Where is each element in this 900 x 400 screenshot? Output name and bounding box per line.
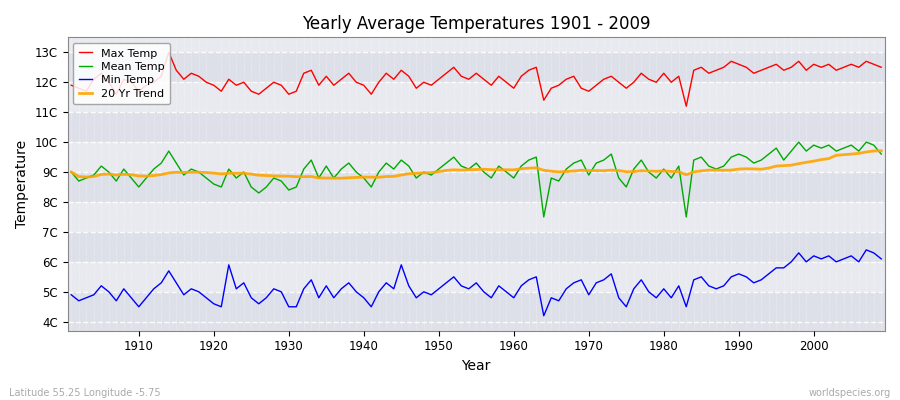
Max Temp — [681, 104, 692, 108]
Bar — [68, 202, 885, 232]
Bar — [68, 22, 885, 52]
Min Temp — [291, 304, 302, 309]
Mean Temp — [876, 152, 886, 156]
Min Temp — [538, 313, 549, 318]
Line: Max Temp: Max Temp — [71, 52, 881, 106]
Max Temp — [516, 74, 526, 79]
20 Yr Trend — [126, 172, 137, 177]
Mean Temp — [126, 176, 137, 180]
Mean Temp — [538, 214, 549, 219]
20 Yr Trend — [66, 170, 77, 174]
Min Temp — [876, 256, 886, 261]
Min Temp — [336, 286, 346, 291]
Bar — [68, 52, 885, 82]
Bar — [68, 142, 885, 172]
Min Temp — [66, 292, 77, 297]
Bar — [68, 262, 885, 292]
Title: Yearly Average Temperatures 1901 - 2009: Yearly Average Temperatures 1901 - 2009 — [302, 15, 651, 33]
20 Yr Trend — [516, 166, 526, 171]
Max Temp — [344, 71, 355, 76]
Min Temp — [861, 248, 872, 252]
Mean Temp — [508, 176, 519, 180]
20 Yr Trend — [876, 148, 886, 153]
Max Temp — [164, 50, 175, 55]
Text: worldspecies.org: worldspecies.org — [809, 388, 891, 398]
20 Yr Trend — [508, 168, 519, 172]
Max Temp — [508, 86, 519, 91]
20 Yr Trend — [606, 168, 616, 172]
20 Yr Trend — [291, 174, 302, 179]
Max Temp — [126, 80, 137, 85]
Min Temp — [606, 272, 616, 276]
Line: Min Temp: Min Temp — [71, 250, 881, 316]
Line: 20 Yr Trend: 20 Yr Trend — [71, 151, 881, 178]
20 Yr Trend — [344, 175, 355, 180]
Max Temp — [66, 83, 77, 88]
Line: Mean Temp: Mean Temp — [71, 142, 881, 217]
Mean Temp — [794, 140, 805, 144]
Y-axis label: Temperature: Temperature — [15, 140, 29, 228]
Bar — [68, 232, 885, 262]
Legend: Max Temp, Mean Temp, Min Temp, 20 Yr Trend: Max Temp, Mean Temp, Min Temp, 20 Yr Tre… — [73, 43, 170, 104]
X-axis label: Year: Year — [462, 359, 491, 373]
Bar — [68, 82, 885, 112]
Text: Latitude 55.25 Longitude -5.75: Latitude 55.25 Longitude -5.75 — [9, 388, 160, 398]
Mean Temp — [66, 170, 77, 174]
Min Temp — [501, 290, 512, 294]
Max Temp — [876, 65, 886, 70]
20 Yr Trend — [336, 176, 346, 180]
Mean Temp — [291, 185, 302, 190]
Mean Temp — [606, 152, 616, 156]
Mean Temp — [501, 170, 512, 174]
Bar — [68, 292, 885, 322]
Bar — [68, 112, 885, 142]
Max Temp — [299, 71, 310, 76]
Min Temp — [126, 295, 137, 300]
Max Temp — [606, 74, 616, 79]
Mean Temp — [336, 167, 346, 172]
Min Temp — [508, 295, 519, 300]
Bar — [68, 172, 885, 202]
